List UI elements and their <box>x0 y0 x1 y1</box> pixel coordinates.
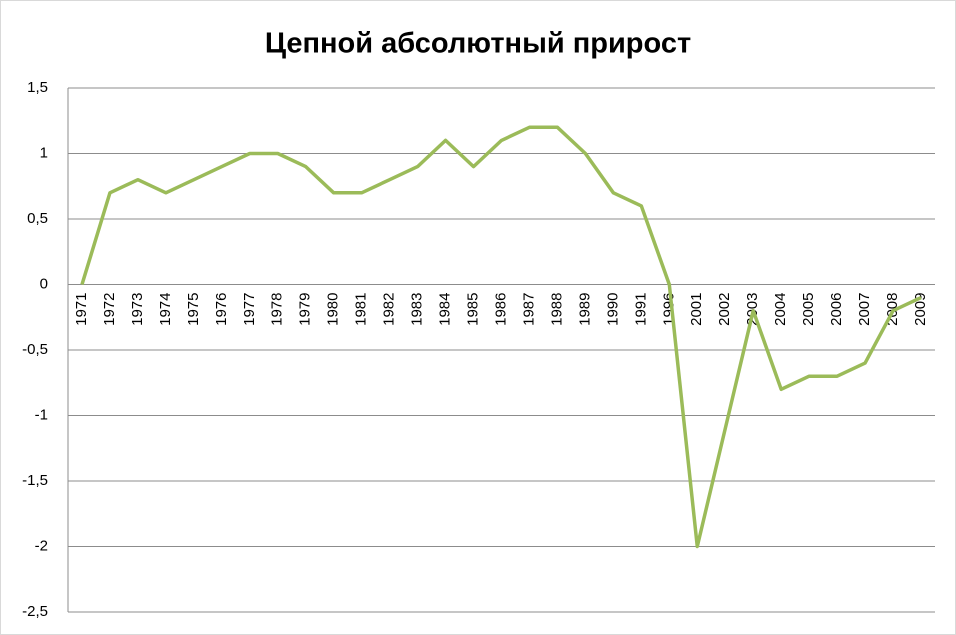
x-tick-label: 1974 <box>157 293 174 326</box>
x-tick-label: 1971 <box>73 293 90 326</box>
y-tick-label: 0 <box>40 275 48 292</box>
x-tick-label: 2007 <box>856 293 873 326</box>
x-tick-label: 2001 <box>688 293 705 326</box>
y-tick-label: -1,5 <box>22 472 48 489</box>
x-tick-label: 1979 <box>297 293 314 326</box>
x-tick-label: 1988 <box>548 293 565 326</box>
x-tick-label: 1982 <box>381 293 398 326</box>
x-tick-label: 1987 <box>520 293 537 326</box>
x-tick-label: 1972 <box>101 293 118 326</box>
x-tick-label: 1984 <box>437 293 454 326</box>
x-tick-label: 1989 <box>576 293 593 326</box>
data-line <box>80 125 922 549</box>
x-tick-label: 1990 <box>604 293 621 326</box>
x-tick-label: 1977 <box>241 293 258 326</box>
x-tick-label: 1976 <box>213 293 230 326</box>
x-tick-label: 2005 <box>800 293 817 326</box>
x-tick-label: 1980 <box>325 293 342 326</box>
x-tick-label: 2004 <box>772 293 789 326</box>
x-tick-label: 1985 <box>465 293 482 326</box>
x-tick-label: 1975 <box>185 293 202 326</box>
x-tick-label: 1983 <box>409 293 426 326</box>
y-tick-label: -1 <box>35 406 48 423</box>
chart-title: Цепной абсолютный прирост <box>265 28 691 60</box>
y-tick-label: 0,5 <box>27 210 48 227</box>
y-tick-label: 1,5 <box>27 79 48 96</box>
y-tick-label: -2,5 <box>22 603 48 620</box>
x-tick-label: 2006 <box>828 293 845 326</box>
x-tick-label: 1991 <box>632 293 649 326</box>
y-tick-label: -0,5 <box>22 341 48 358</box>
x-tick-label: 1981 <box>353 293 370 326</box>
y-tick-label: 1 <box>40 144 48 161</box>
y-tick-label: -2 <box>35 537 48 554</box>
x-tick-label: 1978 <box>269 293 286 326</box>
x-tick-label: 1986 <box>492 293 509 326</box>
x-tick-label: 1973 <box>129 293 146 326</box>
x-tick-label: 2002 <box>716 293 733 326</box>
